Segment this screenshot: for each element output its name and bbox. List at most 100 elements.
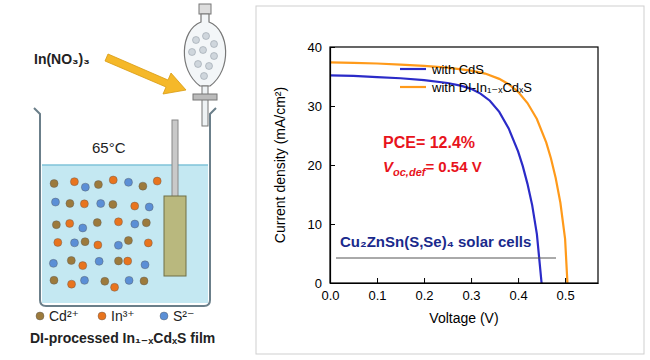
ion bbox=[50, 276, 58, 284]
axis-line bbox=[331, 283, 599, 284]
figure: 65°CIn(NO₃)₃Cd²⁺In³⁺S²⁻DI-processed In₁₋… bbox=[0, 0, 650, 360]
ion bbox=[153, 177, 161, 185]
liquid bbox=[42, 165, 208, 303]
ion bbox=[124, 237, 132, 245]
funnel-ion bbox=[193, 37, 200, 44]
ion bbox=[144, 239, 152, 247]
funnel-ion bbox=[201, 73, 208, 80]
tick-label: 0.0 bbox=[321, 288, 339, 303]
ion bbox=[81, 238, 89, 246]
arrow bbox=[105, 54, 186, 94]
tick: 0.4 bbox=[510, 278, 528, 303]
liquid-surface bbox=[42, 164, 208, 166]
tick: 0.2 bbox=[415, 278, 433, 303]
ion bbox=[145, 203, 153, 211]
annotation: PCE= 12.4% bbox=[383, 134, 475, 151]
diagram: 65°CIn(NO₃)₃Cd²⁺In³⁺S²⁻DI-processed In₁₋… bbox=[30, 4, 226, 346]
ion bbox=[94, 241, 102, 249]
ion-legend-marker bbox=[160, 312, 168, 320]
legend: with CdS with DI-In₁₋ₓCdₓS bbox=[400, 62, 532, 95]
ion bbox=[68, 280, 76, 288]
ion bbox=[50, 180, 58, 188]
tick-mark bbox=[377, 278, 378, 283]
ion bbox=[109, 176, 117, 184]
ion-legend-marker bbox=[36, 312, 44, 320]
ion bbox=[114, 218, 122, 226]
series-line bbox=[330, 75, 542, 283]
tick: 0 bbox=[315, 276, 335, 291]
tick-mark bbox=[330, 283, 335, 284]
ion bbox=[140, 277, 148, 285]
tick-label: 30 bbox=[308, 99, 322, 114]
ion bbox=[97, 200, 105, 208]
ion bbox=[81, 183, 89, 191]
tick-mark bbox=[471, 278, 472, 283]
ion bbox=[124, 257, 132, 265]
tick: 0.3 bbox=[463, 278, 481, 303]
funnel-ion bbox=[200, 47, 207, 54]
tick-label: 0.4 bbox=[510, 288, 528, 303]
tick-label: 0.1 bbox=[368, 288, 386, 303]
tick: 0.1 bbox=[368, 278, 386, 303]
ion bbox=[66, 199, 74, 207]
annotation-text: = 0.54 V bbox=[425, 158, 481, 175]
tick-mark bbox=[330, 165, 335, 166]
annotation-subscript: oc,def bbox=[393, 166, 427, 178]
tick-mark bbox=[424, 278, 425, 283]
ion bbox=[141, 261, 149, 269]
film-holder bbox=[172, 120, 178, 200]
legend-label: with DI-In₁₋ₓCdₓS bbox=[431, 80, 532, 95]
beaker bbox=[34, 108, 216, 306]
y-axis: 010203040 bbox=[308, 40, 335, 291]
x-axis: 0.0 0.1 0.2 0.3 0.4 0.5 bbox=[321, 278, 598, 303]
tick-label: 0.3 bbox=[463, 288, 481, 303]
ion bbox=[79, 224, 87, 232]
ion bbox=[49, 259, 57, 267]
x-axis-title: Voltage (V) bbox=[429, 310, 498, 326]
tick-label: 10 bbox=[308, 217, 322, 232]
ion bbox=[114, 241, 122, 249]
tick-mark bbox=[565, 278, 566, 283]
ion bbox=[139, 182, 147, 190]
tick-label: 0.5 bbox=[557, 288, 575, 303]
tick: 30 bbox=[308, 99, 335, 114]
ion bbox=[125, 276, 133, 284]
ion bbox=[79, 262, 87, 270]
funnel-ion bbox=[206, 63, 213, 70]
ion bbox=[101, 277, 109, 285]
ion bbox=[114, 257, 122, 265]
funnel-stopper bbox=[199, 4, 211, 14]
ion-legend-label: In³⁺ bbox=[111, 308, 135, 324]
series-line bbox=[330, 62, 567, 283]
funnel-stopcock bbox=[193, 94, 217, 100]
ion bbox=[54, 238, 62, 246]
ion bbox=[66, 219, 74, 227]
temperature-label: 65°C bbox=[92, 139, 126, 156]
caption: DI-processed In₁₋ₓCdₓS film bbox=[30, 330, 215, 346]
ion bbox=[52, 221, 60, 229]
tick-mark bbox=[330, 106, 335, 107]
ion bbox=[67, 256, 75, 264]
tick: 0.5 bbox=[557, 278, 575, 303]
tick-label: 0.2 bbox=[415, 288, 433, 303]
legend-swatch bbox=[400, 86, 426, 88]
funnel-stem bbox=[202, 86, 208, 126]
ion-legend-marker bbox=[98, 312, 106, 320]
annotation-underline bbox=[336, 258, 556, 259]
legend-label: with CdS bbox=[431, 62, 484, 77]
panel-border bbox=[256, 6, 644, 354]
plot-area bbox=[330, 62, 567, 283]
ion bbox=[142, 219, 150, 227]
tick: 20 bbox=[308, 158, 335, 173]
ion bbox=[131, 220, 139, 228]
film bbox=[164, 196, 186, 276]
annotation: Voc,def= 0.54 V bbox=[383, 158, 482, 178]
ion bbox=[95, 257, 103, 265]
ion bbox=[94, 181, 102, 189]
funnel-ion bbox=[211, 41, 218, 48]
legend-swatch bbox=[400, 68, 426, 70]
reagent-label: In(NO₃)₃ bbox=[34, 51, 90, 67]
funnel-ion bbox=[211, 53, 218, 60]
plot-frame bbox=[330, 47, 598, 283]
tick: 10 bbox=[308, 217, 335, 232]
